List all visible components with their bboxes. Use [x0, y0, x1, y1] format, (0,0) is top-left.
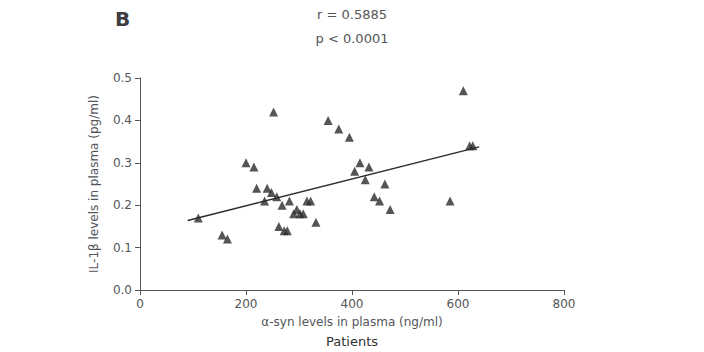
svg-text:0.4: 0.4	[113, 113, 132, 127]
svg-text:0.2: 0.2	[113, 198, 132, 212]
svg-text:400: 400	[341, 297, 364, 311]
svg-text:0.5: 0.5	[113, 71, 132, 85]
svg-text:0.3: 0.3	[113, 156, 132, 170]
svg-text:200: 200	[235, 297, 258, 311]
svg-text:α-syn levels in plasma (ng/ml): α-syn levels in plasma (ng/ml)	[261, 315, 442, 329]
svg-text:0: 0	[136, 297, 144, 311]
svg-text:IL-1β levels in plasma (pg/ml): IL-1β levels in plasma (pg/ml)	[87, 95, 101, 273]
svg-text:Patients: Patients	[326, 334, 378, 349]
svg-text:p < 0.0001: p < 0.0001	[316, 31, 389, 46]
svg-text:0.1: 0.1	[113, 241, 132, 255]
svg-text:B: B	[115, 7, 130, 31]
svg-text:600: 600	[447, 297, 470, 311]
svg-text:0.0: 0.0	[113, 283, 132, 297]
svg-text:800: 800	[553, 297, 576, 311]
svg-text:r = 0.5885: r = 0.5885	[317, 7, 387, 22]
